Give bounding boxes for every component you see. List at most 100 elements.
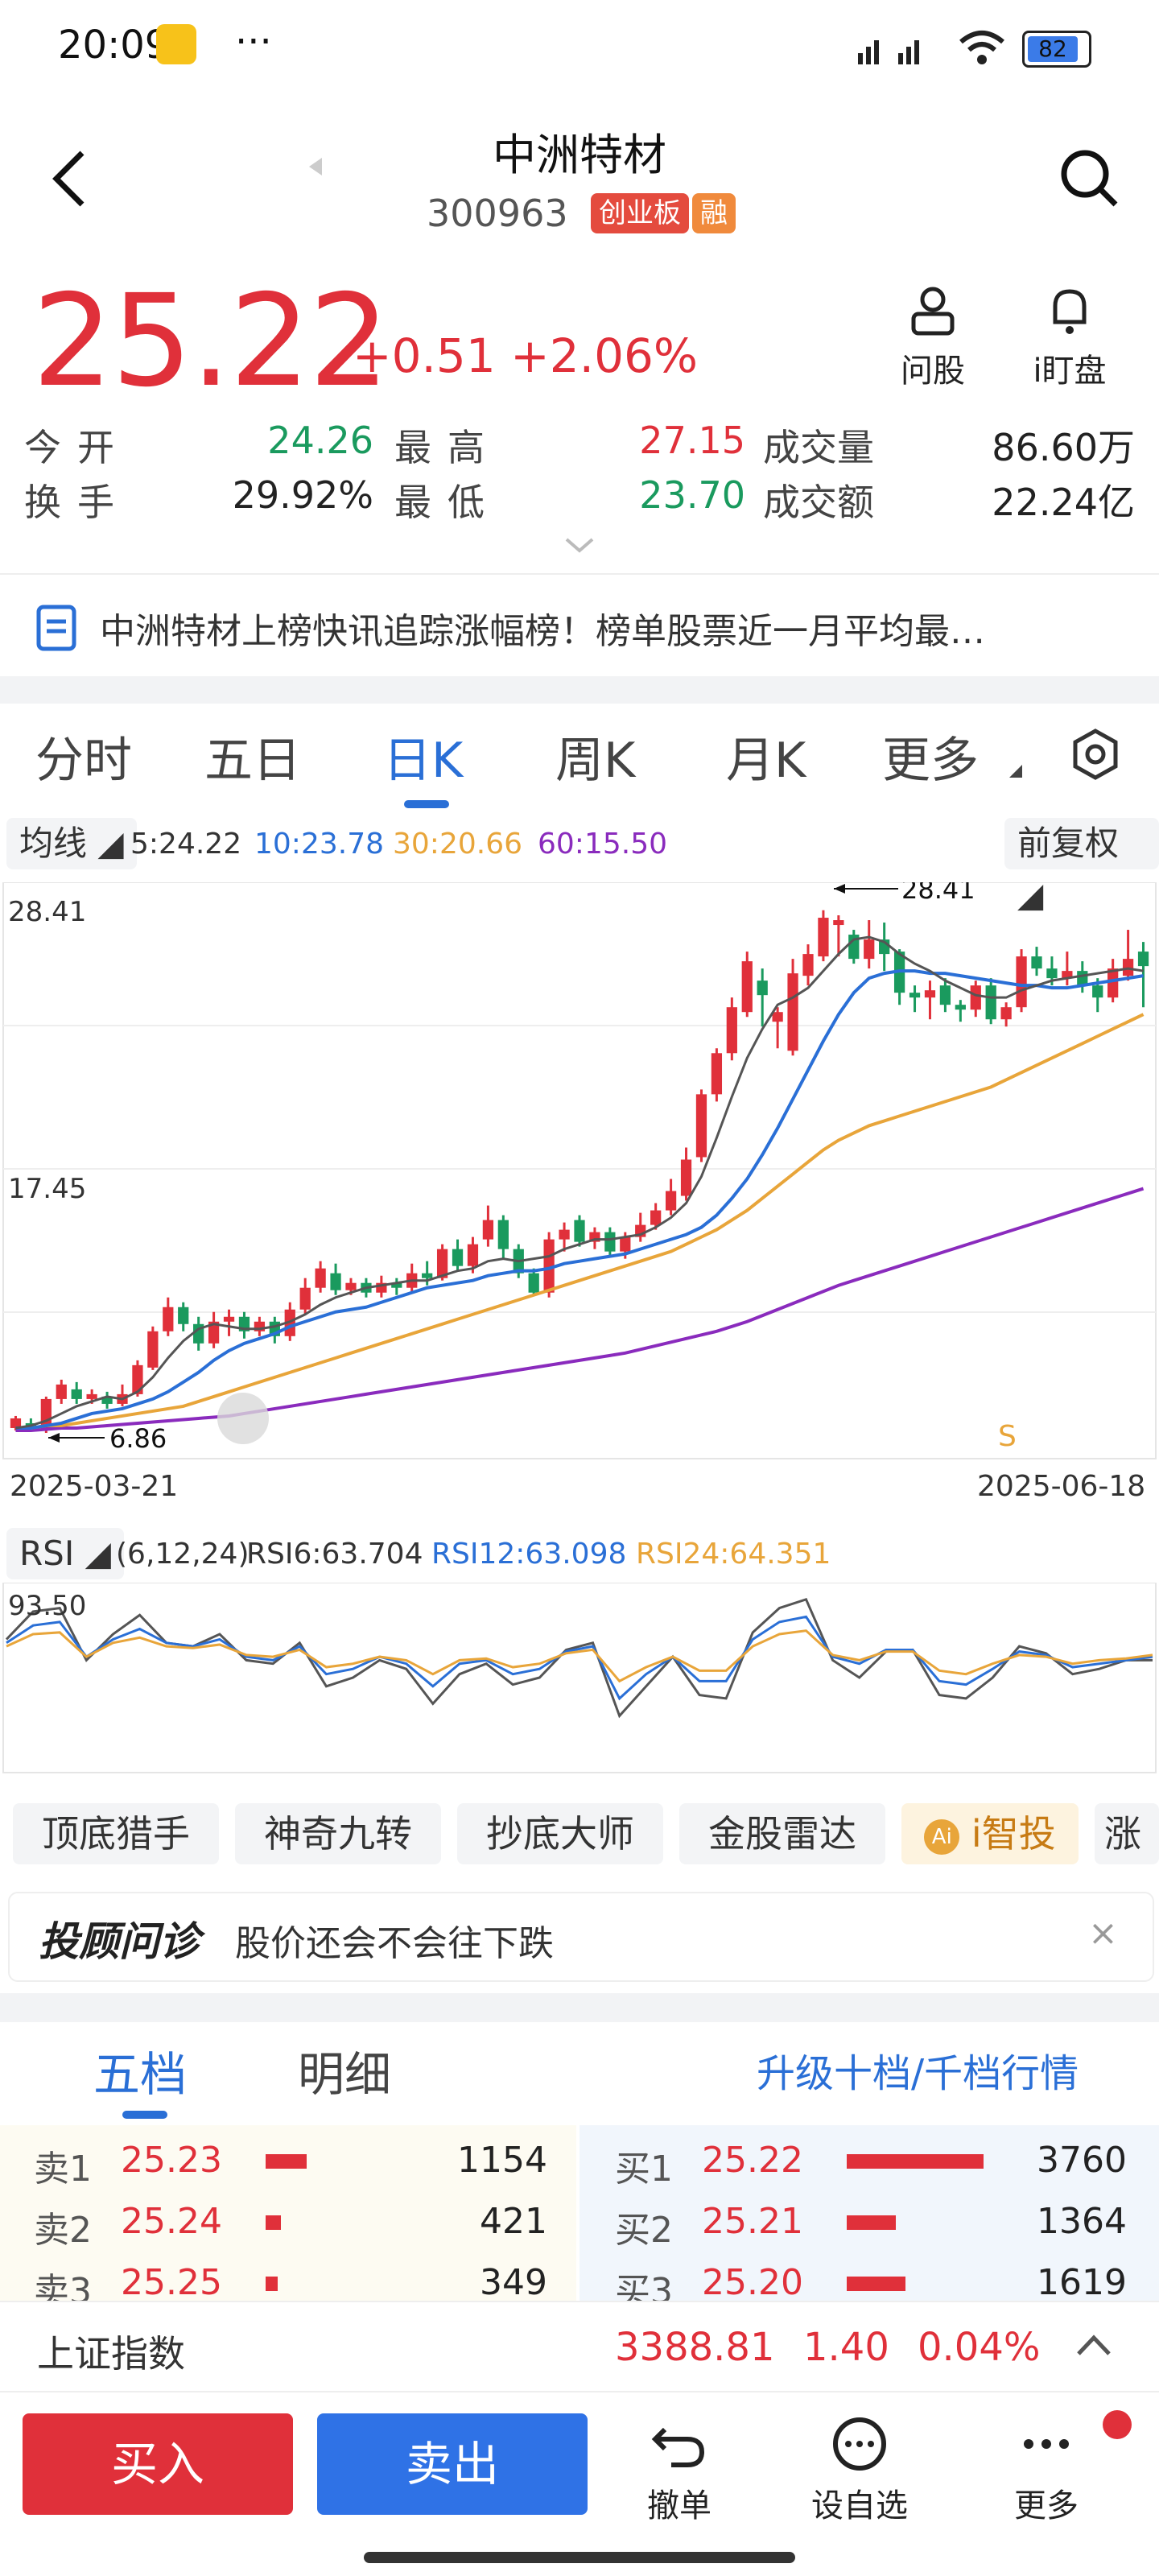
ma-selector[interactable]: 均线 ◢ [6,818,137,869]
tag-ai-invest[interactable]: Ai i智投 [901,1803,1079,1864]
rsi24-line [6,1629,1153,1683]
adjust-selector[interactable]: 前复权 ◢ [1004,818,1159,914]
turnover-label: 换手 [24,481,130,524]
tab-five-levels[interactable]: 五档 [93,2047,188,2102]
active-tab-indicator [404,800,449,808]
section-divider [0,676,1159,704]
rsi-chart[interactable]: 93.50 [0,1583,1159,1776]
candle-body [711,1053,723,1095]
candle-body [56,1384,67,1399]
rsi-chip-label: RSI [19,1534,75,1573]
tag-rise[interactable]: 涨 [1095,1803,1159,1864]
ma10-line [15,969,1144,1430]
margin-badge: 融 [692,193,736,233]
expand-up-icon[interactable] [1074,2331,1114,2359]
candle-body [1046,968,1058,979]
sell2-volume: 421 [480,2201,547,2242]
high-label: 最高 [394,426,501,469]
ma60-value: 60:15.50 [538,828,667,861]
candle-body [680,1159,692,1196]
candle-body [939,985,951,1005]
tab-daily-k[interactable]: 日K [383,733,464,789]
sell3-volume: 349 [480,2262,547,2302]
status-time: 20:09 [58,23,170,68]
candlestick-chart[interactable]: 28.41 17.45 28.41 6.86 S [0,882,1159,1462]
ma10-value: 10:23.78 [254,828,384,861]
status-bar: 20:09 ··· 82 [0,0,1159,97]
tag-bottom-hunter[interactable]: 顶底猎手 [13,1803,219,1864]
cancel-order-button[interactable]: 撤单 [623,2415,736,2526]
more-button[interactable]: 更多 [990,2415,1103,2526]
candle-body [10,1418,22,1428]
back-icon[interactable] [45,147,93,211]
orderbook-tab-indicator [122,2111,167,2119]
candle-body [909,993,921,998]
tab-monthly-k[interactable]: 月K [726,733,806,789]
buy1-volume: 3760 [1037,2140,1127,2181]
tab-five-day[interactable]: 五日 [204,733,301,789]
buy-button[interactable]: 买入 [23,2413,293,2515]
prev-stock-icon[interactable] [306,155,325,179]
index-bar[interactable]: 上证指数 3388.81 1.40 0.04% [0,2301,1159,2392]
tab-weekly-k[interactable]: 周K [555,733,636,789]
candle-body [1000,1007,1012,1020]
candle-body [345,1282,357,1290]
candle-body [178,1307,189,1324]
buy-book: 买1 25.22 3760 买2 25.21 1364 买3 25.20 161… [580,2125,1159,2302]
candle-body [1107,968,1119,998]
rsi6-value: RSI6:63.704 [246,1538,423,1571]
tag-ai-invest-label: i智投 [971,1812,1056,1856]
candle-body [802,954,814,976]
rsi12-line [6,1615,1153,1701]
candle-body [436,1249,448,1278]
candle-body [391,1282,402,1288]
candle-body [299,1287,311,1310]
advisor-text[interactable]: 股价还会不会往下跌 [235,1923,554,1964]
sell3-bar [266,2277,278,2291]
sell-button[interactable]: 卖出 [317,2413,588,2515]
watch-label: i盯盘 [1033,353,1107,390]
buy3-volume: 1619 [1037,2262,1127,2302]
rsi-selector[interactable]: RSI ◢ [6,1528,124,1579]
news-headline[interactable]: 中洲特材上榜快讯追踪涨幅榜！榜单股票近一月平均最… [100,611,985,652]
candle-body [772,1012,783,1022]
settings-icon[interactable] [1067,726,1124,782]
rsi6-line [5,1597,1153,1719]
tab-more[interactable]: 更多 [882,733,979,789]
home-indicator[interactable] [364,2552,795,2563]
low-value: 23.70 [639,473,745,517]
upgrade-link[interactable]: 升级十档/千档行情 [757,2051,1079,2096]
tag-magic-nine[interactable]: 神奇九转 [235,1803,441,1864]
rsi24-value: RSI24:64.351 [636,1538,831,1571]
advisor-close-icon[interactable]: × [1088,1913,1118,1954]
add-watchlist-button[interactable]: 设自选 [803,2415,916,2526]
candle-body [955,1005,966,1010]
search-icon[interactable] [1058,147,1122,211]
candle-body [315,1268,326,1288]
candle-body [970,985,981,1010]
y-mid-label: 17.45 [8,1173,86,1205]
tag-bottom-master[interactable]: 抄底大师 [457,1803,663,1864]
expand-chevron-icon[interactable] [563,535,596,555]
battery-icon: 82 [1022,31,1091,68]
tab-detail[interactable]: 明细 [298,2047,392,2102]
signal-icon [858,40,919,64]
candle-body [864,939,875,960]
advisor-bar[interactable] [8,1892,1154,1982]
buy3-bar [847,2277,905,2291]
ask-stock-button[interactable]: 问股 [881,285,985,391]
candle-body [71,1389,82,1399]
news-bar[interactable] [0,573,1159,678]
tag-gold-radar[interactable]: 金股雷达 [679,1803,885,1864]
candle-body [452,1249,464,1266]
ma60-line [15,1187,1145,1432]
min-annotation: 6.86 [48,1423,167,1454]
undo-icon [651,2427,705,2467]
tab-intraday[interactable]: 分时 [35,733,132,789]
last-price: 25.22 [32,267,390,415]
watch-button[interactable]: i盯盘 [1017,285,1122,391]
ma30-value: 30:20.66 [393,828,522,861]
chart-cursor-icon[interactable] [217,1393,269,1444]
buy2-bar [847,2215,896,2230]
wifi-icon [959,31,1004,64]
